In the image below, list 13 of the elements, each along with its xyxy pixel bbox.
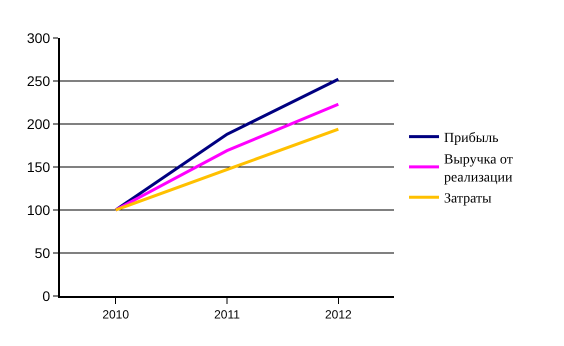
legend-label: Выручка от реализации <box>444 152 513 186</box>
y-tick-label: 50 <box>34 244 50 261</box>
y-tick-label: 100 <box>26 202 50 218</box>
x-tick-label: 2011 <box>214 307 240 322</box>
x-tick-label: 2010 <box>102 307 130 322</box>
y-tick-label: 200 <box>26 116 50 132</box>
y-tick-label: 250 <box>26 72 50 89</box>
y-tick-label: 150 <box>26 158 50 175</box>
y-tick-label: 300 <box>26 30 50 46</box>
y-tick-label: 0 <box>42 288 50 304</box>
x-tick-label: 2012 <box>324 307 352 322</box>
legend-label: Затраты <box>444 192 492 207</box>
legend-label: Прибыль <box>444 131 499 146</box>
